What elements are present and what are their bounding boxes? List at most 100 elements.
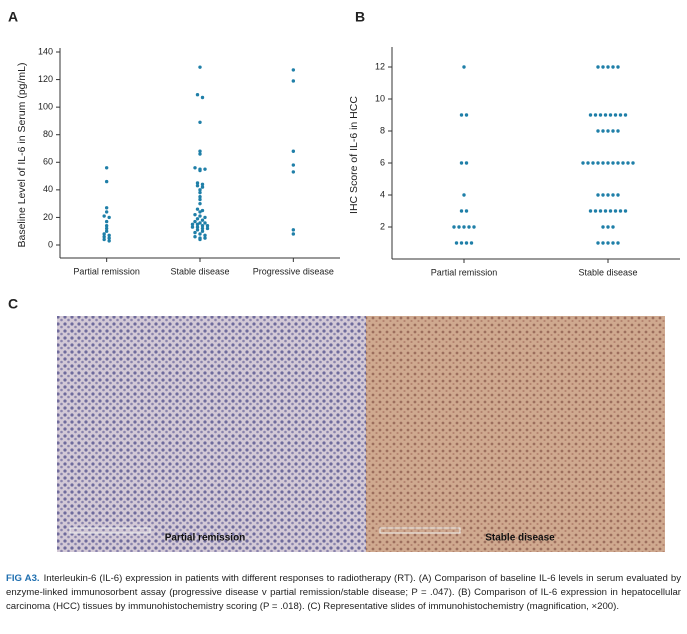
caption-text: Interleukin-6 (IL-6) expression in patie… — [6, 573, 681, 612]
y-tick-label: 80 — [43, 129, 53, 139]
dot — [193, 166, 197, 170]
dot — [198, 120, 202, 125]
dot — [467, 225, 471, 229]
dot — [104, 206, 109, 210]
dot — [198, 232, 202, 236]
dot — [459, 209, 464, 213]
dot — [603, 209, 608, 213]
dot — [203, 167, 207, 171]
panel-label: B — [355, 9, 365, 25]
dot — [195, 222, 200, 227]
dot — [452, 225, 456, 229]
image-caption: Partial remission — [165, 533, 246, 544]
dot — [195, 184, 200, 188]
dot — [107, 236, 111, 240]
dot — [104, 166, 109, 170]
dot — [613, 209, 618, 213]
y-tick-label: 8 — [380, 125, 385, 135]
dot — [611, 225, 615, 229]
dot — [198, 188, 202, 192]
dot — [200, 185, 205, 189]
dot — [198, 221, 202, 225]
dot — [195, 181, 200, 185]
dot — [598, 209, 603, 213]
dot — [200, 226, 205, 231]
dot — [596, 65, 600, 69]
panel-label: A — [8, 9, 18, 25]
dot — [464, 113, 469, 117]
dot — [457, 225, 461, 229]
dot — [621, 161, 625, 165]
dot — [581, 161, 585, 165]
figure-caption: FIG A3. Interleukin-6 (IL-6) expression i… — [6, 572, 681, 614]
dot — [459, 113, 464, 117]
dot — [203, 233, 207, 238]
dot — [104, 179, 109, 184]
dot — [596, 161, 600, 165]
dot — [198, 195, 202, 199]
dot — [291, 170, 296, 174]
dot — [472, 225, 476, 229]
dot — [593, 113, 598, 117]
dot — [198, 210, 202, 214]
dot — [469, 241, 474, 245]
dot — [190, 225, 195, 229]
dot — [601, 193, 605, 197]
x-tick-label: Partial remission — [73, 266, 140, 276]
dot — [608, 209, 613, 213]
dot — [291, 163, 296, 167]
dot — [616, 193, 620, 197]
x-tick-label: Progressive disease — [253, 266, 334, 276]
dot — [291, 228, 296, 232]
y-tick-label: 120 — [38, 74, 53, 84]
dot — [200, 95, 205, 100]
dot — [102, 237, 106, 242]
dot — [596, 241, 600, 245]
dot — [195, 207, 200, 211]
x-tick-label: Partial remission — [431, 267, 498, 277]
histology-image — [366, 316, 665, 552]
dot — [606, 241, 610, 245]
dot — [464, 209, 469, 213]
image-caption: Stable disease — [485, 533, 555, 544]
dot — [200, 208, 205, 213]
dot — [611, 129, 615, 133]
dot — [588, 113, 593, 117]
dot — [291, 79, 296, 83]
dot — [200, 182, 205, 187]
dot — [104, 226, 109, 231]
dot — [462, 225, 466, 229]
dot — [203, 236, 207, 240]
dot — [611, 161, 615, 165]
y-tick-label: 12 — [375, 61, 385, 71]
y-tick-label: 40 — [43, 184, 53, 194]
dot — [606, 225, 610, 229]
dot — [464, 241, 469, 245]
dot — [596, 193, 600, 197]
x-tick-label: Stable disease — [578, 267, 637, 277]
dot — [601, 241, 605, 245]
caption-label: FIG A3. — [6, 573, 40, 584]
dot — [593, 209, 598, 213]
dot — [203, 215, 207, 220]
dot — [107, 215, 111, 220]
dot — [606, 193, 610, 197]
dot — [104, 210, 109, 214]
y-tick-label: 140 — [38, 46, 53, 56]
dot — [606, 161, 610, 165]
dot — [195, 93, 200, 97]
dot — [200, 218, 205, 222]
y-tick-label: 20 — [43, 212, 53, 222]
dot — [601, 65, 605, 69]
dot — [102, 214, 106, 218]
dot — [102, 232, 106, 236]
dot — [616, 241, 620, 245]
dot — [107, 233, 111, 238]
dot — [198, 152, 202, 156]
dot — [104, 224, 109, 228]
dot — [291, 68, 296, 72]
dot — [591, 161, 595, 165]
y-tick-label: 100 — [38, 102, 53, 112]
dot — [205, 226, 210, 231]
